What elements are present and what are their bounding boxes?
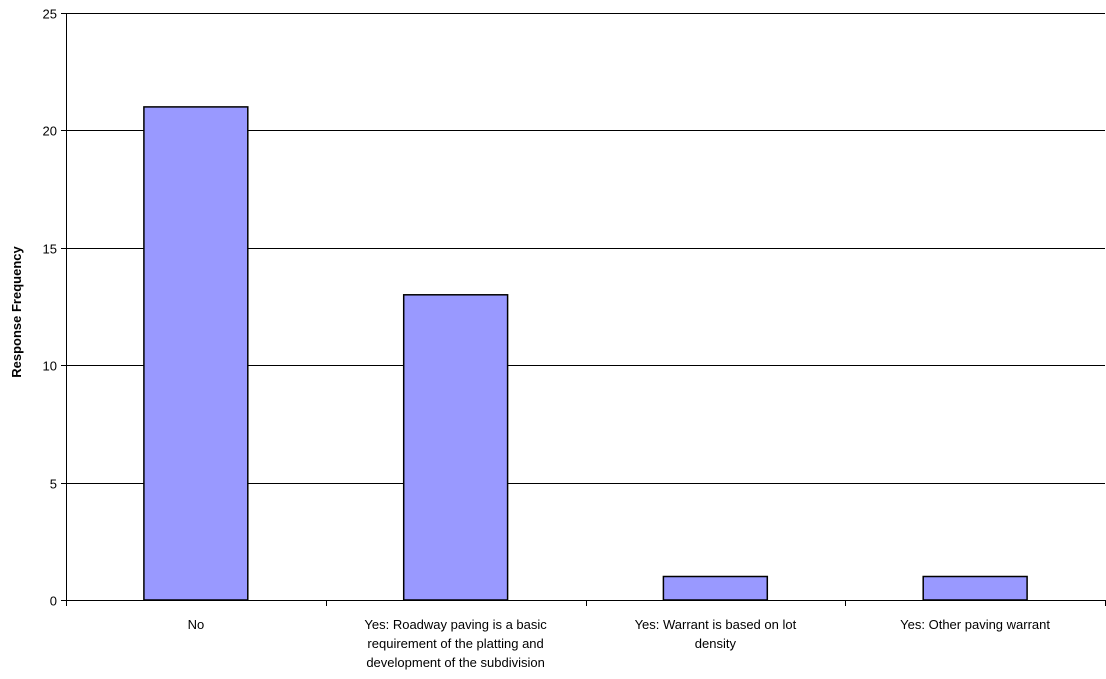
bar [662,575,769,601]
category-label: Yes: Other paving warrant [900,617,1050,632]
bar [922,575,1028,601]
y-tick-label: 5 [50,477,57,492]
category-label: Yes: Roadway paving is a basic [364,617,547,632]
plot-area: 0 5 10 15 20 25 No Yes: Roadway paving is a bas… [43,7,1106,670]
category-label: requirement of the platting and [367,636,543,651]
y-tick-label: 20 [43,124,57,139]
y-tick-label: 15 [43,242,57,257]
y-tick-label: 0 [50,594,57,609]
bar [143,106,249,601]
category-label: development of the subdivision [366,655,545,670]
y-tick-label: 10 [43,359,57,374]
y-axis-title: Response Frequency [9,245,24,377]
category-label: density [695,636,737,651]
y-tick-label: 25 [43,7,57,22]
category-label: Yes: Warrant is based on lot [635,617,797,632]
category-label: No [188,617,205,632]
bar [402,294,509,601]
